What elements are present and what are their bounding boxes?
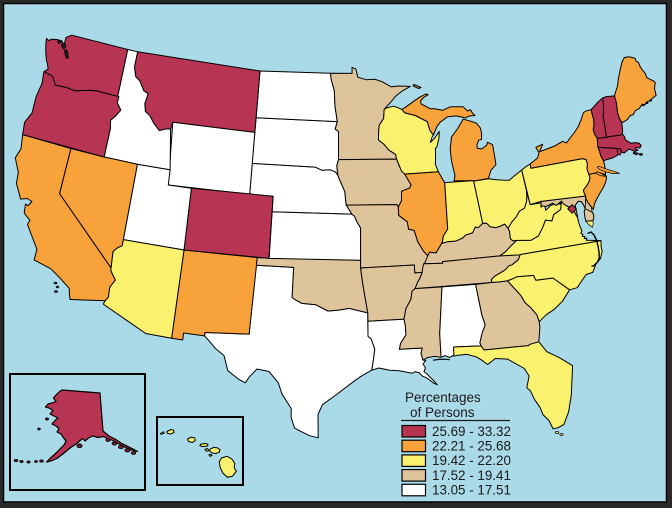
svg-text:17.52 - 19.41: 17.52 - 19.41 — [432, 468, 511, 483]
svg-text:13.05 - 17.51: 13.05 - 17.51 — [432, 483, 511, 498]
svg-text:of Persons: of Persons — [410, 405, 475, 420]
svg-text:25.69 - 33.32: 25.69 - 33.32 — [432, 424, 511, 439]
svg-text:22.21 - 25.68: 22.21 - 25.68 — [432, 439, 511, 454]
svg-text:Percentages: Percentages — [405, 390, 481, 405]
svg-text:19.42 - 22.20: 19.42 - 22.20 — [432, 453, 511, 468]
